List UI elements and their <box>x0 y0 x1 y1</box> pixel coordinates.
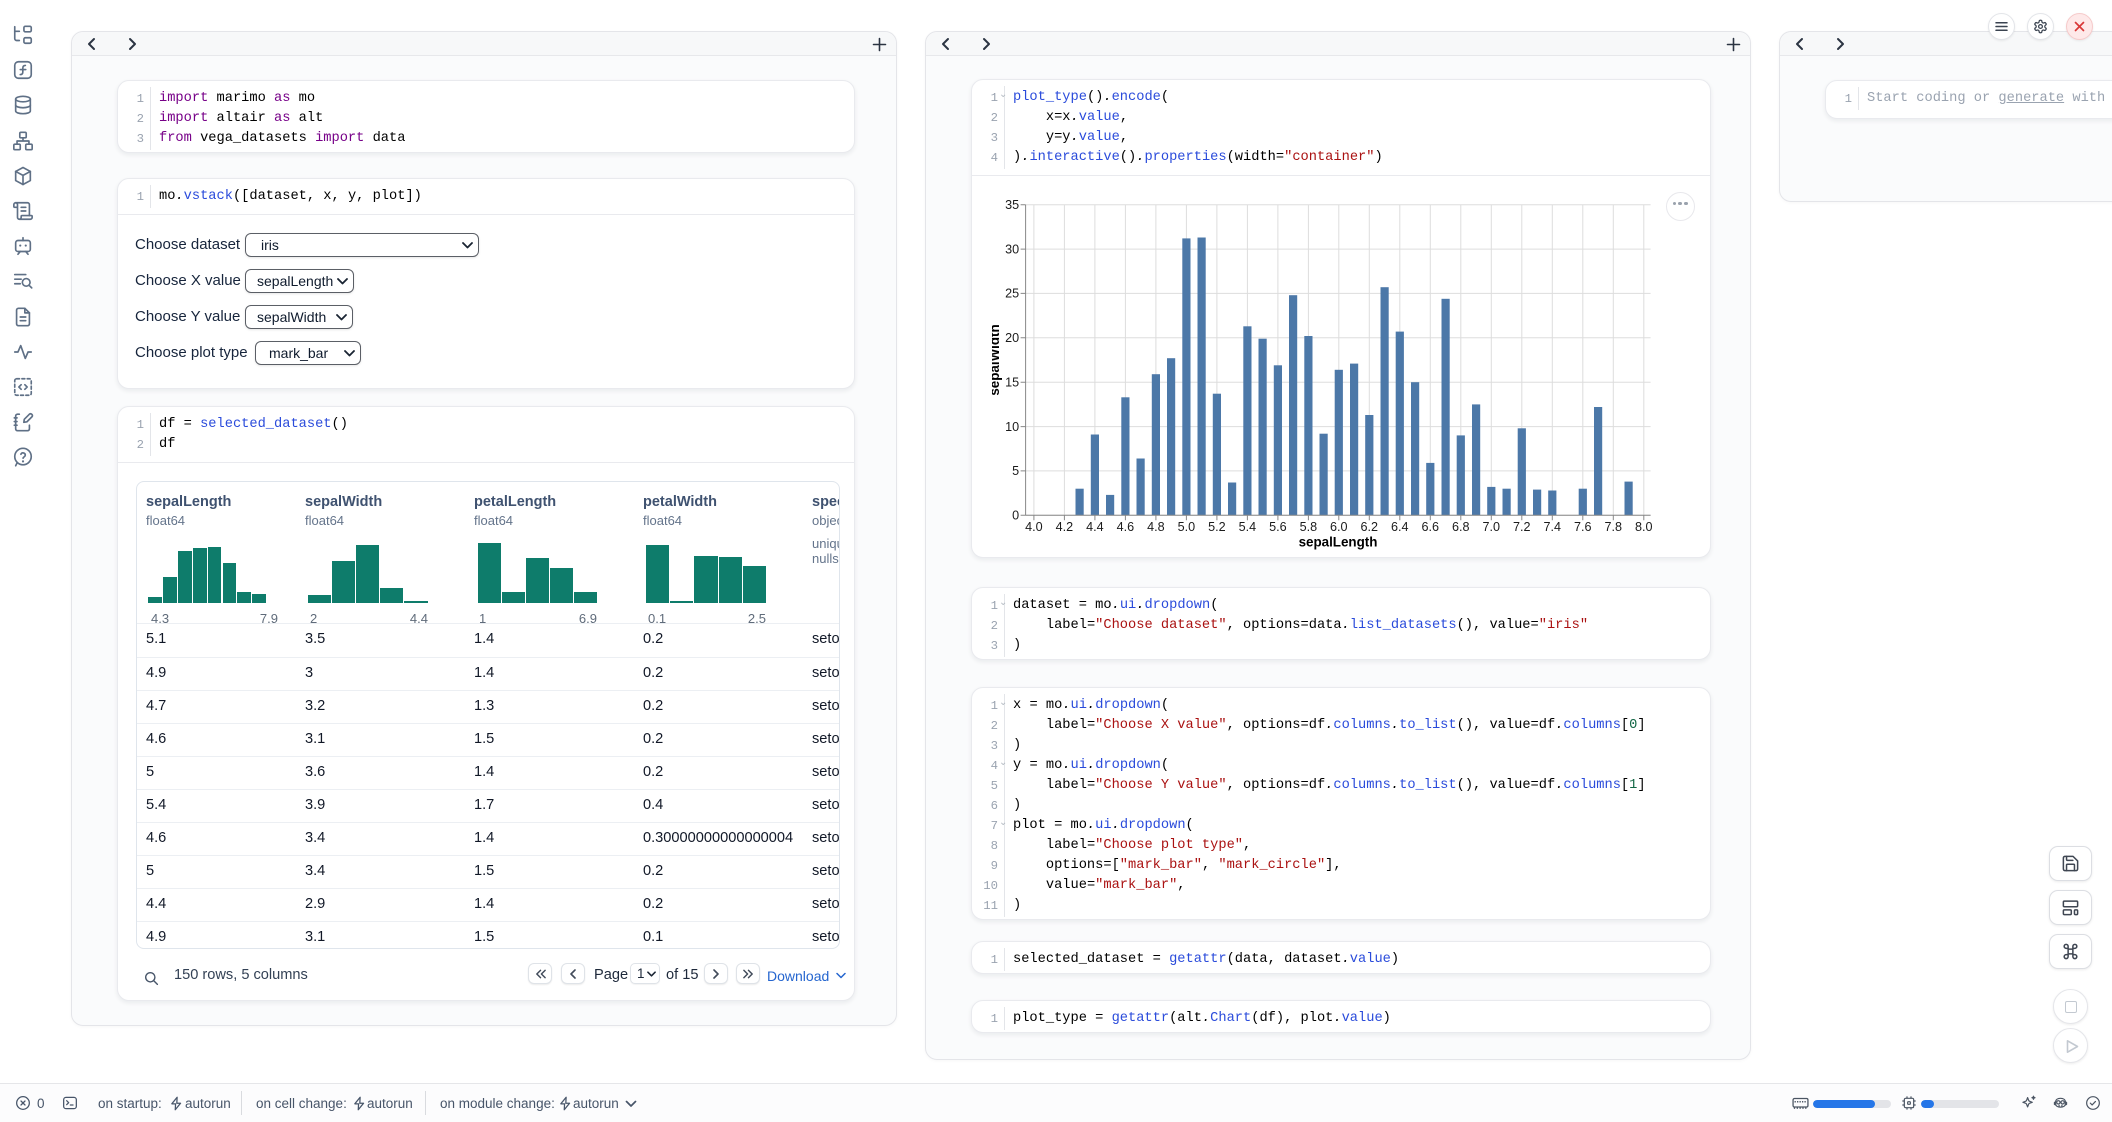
svg-text:7.6: 7.6 <box>1574 520 1592 534</box>
svg-text:5.6: 5.6 <box>1269 520 1287 534</box>
svg-text:7.0: 7.0 <box>1483 520 1501 534</box>
svg-text:15: 15 <box>1005 376 1019 390</box>
svg-text:7.4: 7.4 <box>1544 520 1562 534</box>
svg-text:4.4: 4.4 <box>1086 520 1104 534</box>
svg-text:25: 25 <box>1005 287 1019 301</box>
svg-text:0: 0 <box>1012 509 1019 523</box>
svg-text:6.6: 6.6 <box>1422 520 1440 534</box>
svg-text:35: 35 <box>1005 198 1019 212</box>
svg-text:sepalWidth: sepalWidth <box>992 324 1002 395</box>
svg-text:4.6: 4.6 <box>1117 520 1135 534</box>
svg-text:8.0: 8.0 <box>1635 520 1653 534</box>
svg-text:sepalLength: sepalLength <box>1299 534 1378 549</box>
svg-text:7.8: 7.8 <box>1605 520 1623 534</box>
svg-text:5.8: 5.8 <box>1300 520 1318 534</box>
svg-text:4.2: 4.2 <box>1056 520 1074 534</box>
svg-text:6.2: 6.2 <box>1361 520 1379 534</box>
svg-text:5.0: 5.0 <box>1178 520 1196 534</box>
svg-text:30: 30 <box>1005 242 1019 256</box>
svg-text:5.2: 5.2 <box>1208 520 1226 534</box>
svg-text:5: 5 <box>1012 464 1019 478</box>
svg-text:6.4: 6.4 <box>1391 520 1409 534</box>
svg-text:20: 20 <box>1005 331 1019 345</box>
svg-text:6.0: 6.0 <box>1330 520 1348 534</box>
svg-text:5.4: 5.4 <box>1239 520 1257 534</box>
svg-text:4.0: 4.0 <box>1025 520 1043 534</box>
svg-text:10: 10 <box>1005 420 1019 434</box>
svg-text:6.8: 6.8 <box>1452 520 1470 534</box>
svg-text:7.2: 7.2 <box>1513 520 1531 534</box>
svg-text:4.8: 4.8 <box>1147 520 1165 534</box>
